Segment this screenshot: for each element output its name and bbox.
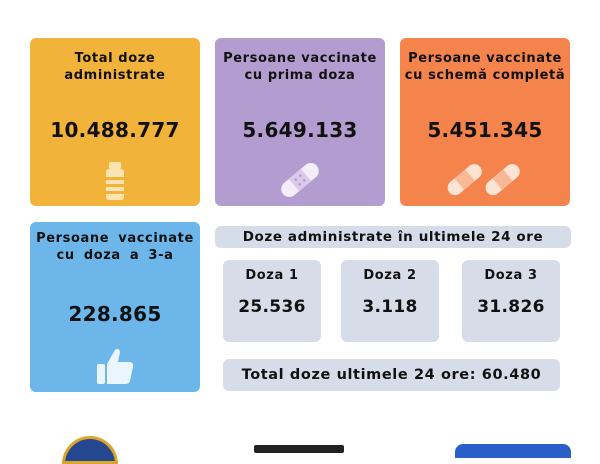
dose3-value: 31.826 <box>477 297 545 317</box>
third-dose-title: Persoane vaccinate cu doza a 3-a <box>36 231 194 263</box>
campaign-logo <box>455 444 571 458</box>
government-seal-logo <box>62 436 118 464</box>
third-dose-value: 228.865 <box>68 302 162 326</box>
complete-schema-title: Persoane vaccinate cu schemă completă <box>404 51 566 83</box>
total-doses-card: Total doze administrate 10.488.777 <box>30 38 200 206</box>
dose1-value: 25.536 <box>238 297 306 317</box>
dose2-label: Doza 2 <box>363 268 417 283</box>
last24-total: Total doze ultimele 24 ore: 60.480 <box>223 359 560 391</box>
dose1-card: Doza 1 25.536 <box>223 260 321 342</box>
first-dose-card: Persoane vaccinate cu prima doza 5.649.1… <box>215 38 385 206</box>
dose3-card: Doza 3 31.826 <box>462 260 560 342</box>
complete-schema-card: Persoane vaccinate cu schemă completă 5.… <box>400 38 570 206</box>
dose1-label: Doza 1 <box>245 268 299 283</box>
ministry-logo <box>254 445 344 453</box>
double-bandage-icon <box>447 164 520 196</box>
last24-header: Doze administrate în ultimele 24 ore <box>215 226 571 248</box>
dose2-card: Doza 2 3.118 <box>341 260 439 342</box>
total-doses-title: Total doze administrate <box>64 51 166 83</box>
bandage-icon <box>281 163 319 197</box>
vaccine-vial-icon <box>106 162 124 200</box>
dose2-value: 3.118 <box>362 297 418 317</box>
first-dose-value: 5.649.133 <box>242 118 358 142</box>
thumbs-up-icon <box>97 348 134 384</box>
total-doses-value: 10.488.777 <box>50 118 180 142</box>
dose3-label: Doza 3 <box>484 268 538 283</box>
complete-schema-value: 5.451.345 <box>427 118 543 142</box>
first-dose-title: Persoane vaccinate cu prima doza <box>223 51 377 83</box>
third-dose-card: Persoane vaccinate cu doza a 3-a 228.865 <box>30 222 200 392</box>
